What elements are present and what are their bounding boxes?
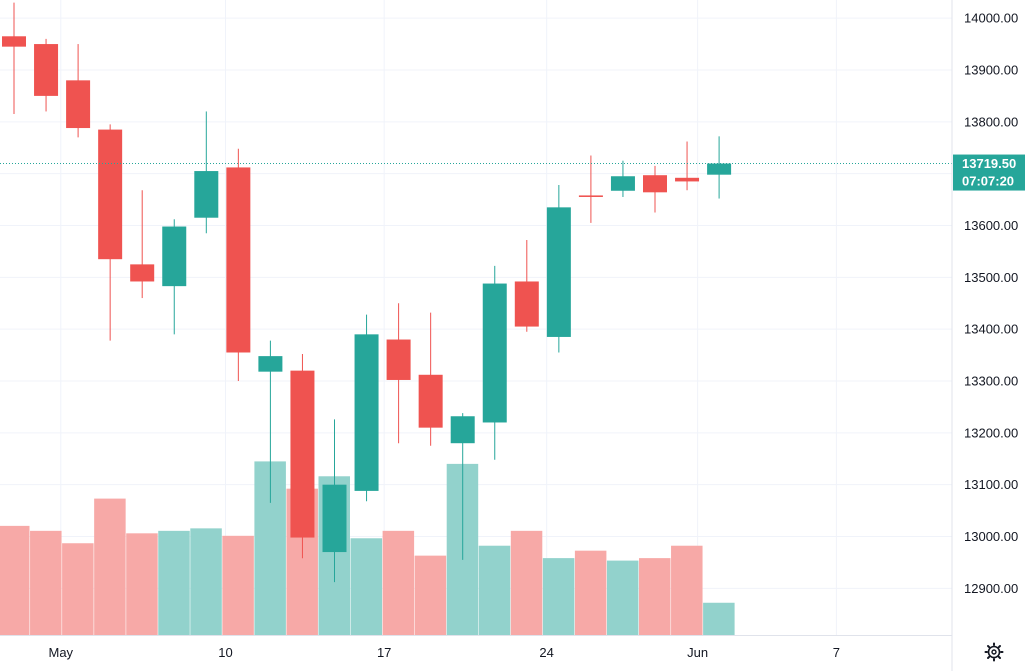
- candle-body: [610, 176, 635, 191]
- date-tick-label: 24: [539, 645, 553, 660]
- candle-body: [578, 195, 603, 197]
- price-tick-label: 13300.00: [964, 374, 1018, 389]
- candle-body: [34, 44, 59, 96]
- date-tick-label: May: [49, 645, 74, 660]
- candle-body: [354, 334, 379, 491]
- candles: [2, 2, 732, 583]
- last-price-label-background: [953, 154, 1025, 191]
- last-price-label: 13719.50 07:07:20: [953, 154, 1025, 191]
- candle-body: [290, 370, 315, 538]
- candle-body: [66, 80, 91, 129]
- volume-bar: [510, 530, 543, 635]
- volume-bar: [703, 602, 735, 635]
- price-tick-label: 13900.00: [964, 62, 1018, 77]
- candle-body: [514, 281, 539, 327]
- volume-bar: [606, 560, 639, 635]
- volume-bar: [0, 525, 30, 635]
- volume-bar: [414, 555, 447, 635]
- price-tick-label: 13800.00: [964, 114, 1018, 129]
- price-tick-label: 13200.00: [964, 425, 1018, 440]
- time-axis[interactable]: May 10 17 24 Jun 7: [49, 645, 841, 660]
- last-price-value: 13719.50: [962, 156, 1016, 171]
- price-tick-label: 13000.00: [964, 529, 1018, 544]
- volume-bars: [0, 461, 735, 635]
- candle-body: [418, 374, 443, 428]
- candle-body: [226, 167, 251, 353]
- volume-bar: [350, 538, 383, 635]
- volume-bar: [126, 533, 158, 635]
- candle-body: [130, 264, 155, 282]
- candle-body: [322, 484, 347, 553]
- volume-bar: [190, 528, 222, 635]
- candle-body: [162, 226, 187, 287]
- price-tick-label: 12900.00: [964, 581, 1018, 596]
- volume-bar: [30, 530, 62, 635]
- price-tick-label: 13500.00: [964, 270, 1018, 285]
- candle-body: [450, 416, 475, 444]
- candle-body: [675, 177, 700, 182]
- date-tick-label: 17: [377, 645, 391, 660]
- candle-body: [546, 207, 571, 337]
- candle-body: [386, 339, 411, 380]
- settings-icon[interactable]: [984, 642, 1004, 662]
- price-tick-label: 13400.00: [964, 322, 1018, 337]
- candle-body: [2, 36, 26, 47]
- volume-bar: [478, 545, 511, 635]
- date-tick-label: 7: [833, 645, 840, 660]
- candle-body: [482, 283, 507, 423]
- date-tick-label: 10: [218, 645, 232, 660]
- volume-bar: [574, 550, 607, 635]
- volume-bar: [158, 530, 190, 635]
- candle-body: [643, 175, 667, 193]
- volume-bar: [671, 545, 703, 635]
- date-tick-label: Jun: [687, 645, 708, 660]
- volume-bar: [382, 530, 415, 635]
- volume-bar: [222, 535, 254, 635]
- volume-bar: [639, 558, 671, 635]
- volume-bar: [62, 543, 94, 635]
- candle-body: [194, 171, 219, 218]
- candle-body: [707, 163, 732, 175]
- price-tick-label: 13600.00: [964, 218, 1018, 233]
- volume-bar: [542, 558, 575, 635]
- candle-body: [258, 356, 283, 372]
- volume-bar: [94, 498, 126, 635]
- countdown-timer: 07:07:20: [962, 174, 1014, 189]
- price-tick-label: 14000.00: [964, 11, 1018, 26]
- price-tick-label: 13100.00: [964, 477, 1018, 492]
- candle-body: [98, 129, 123, 260]
